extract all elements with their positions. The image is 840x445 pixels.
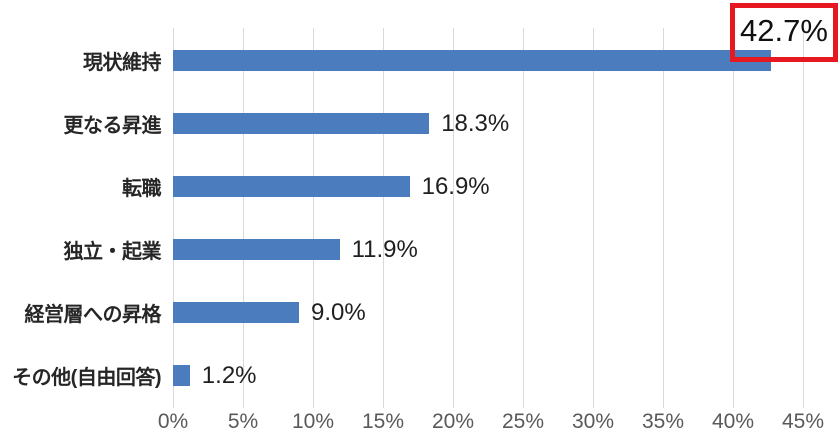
x-axis-tick-label: 5%: [227, 410, 259, 433]
x-axis-tick-label: 10%: [291, 410, 335, 433]
value-label: 9.0%: [311, 298, 366, 326]
category-label: 経営層への昇格: [24, 304, 162, 326]
bar: [173, 176, 410, 197]
x-axis-tick-label: 30%: [571, 410, 615, 433]
x-axis-tick-label: 35%: [641, 410, 685, 433]
gridline: [243, 28, 244, 408]
bar: [173, 302, 299, 323]
gridline: [383, 28, 384, 408]
gridline: [733, 28, 734, 408]
highlight-value-label: 42.7%: [740, 12, 828, 48]
value-label: 16.9%: [421, 172, 490, 200]
gridline: [173, 28, 174, 408]
gridline: [523, 28, 524, 408]
category-label: 独立・起業: [63, 241, 162, 263]
x-axis-tick-label: 25%: [501, 410, 545, 433]
category-label: 現状維持: [83, 52, 162, 74]
gridline: [663, 28, 664, 408]
bar: [173, 239, 340, 260]
gridline: [313, 28, 314, 408]
category-label: 更なる昇進: [63, 115, 162, 137]
category-label: 転職: [122, 178, 162, 200]
bar: [173, 113, 430, 134]
gridline: [803, 28, 804, 408]
x-axis-tick-label: 45%: [781, 410, 825, 433]
bar: [173, 50, 771, 71]
bar: [173, 365, 190, 386]
gridline: [453, 28, 454, 408]
value-label: 1.2%: [201, 361, 257, 389]
gridline: [593, 28, 594, 408]
category-label: その他(自由回答): [12, 367, 161, 389]
value-label: 11.9%: [351, 235, 418, 263]
x-axis-tick-label: 20%: [431, 410, 475, 433]
x-axis-tick-label: 15%: [361, 410, 405, 433]
highlight-box: 42.7%: [730, 3, 838, 62]
x-axis-tick-label: 0%: [157, 410, 189, 433]
x-axis-tick-label: 40%: [711, 410, 755, 433]
value-label: 18.3%: [441, 109, 510, 137]
